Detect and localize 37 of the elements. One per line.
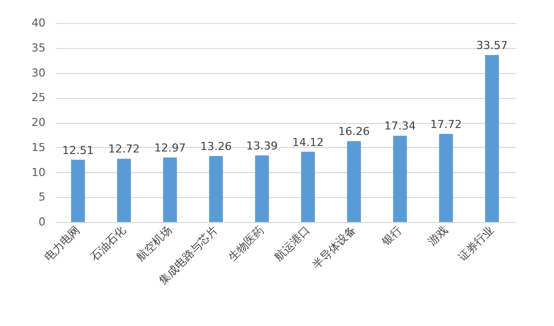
data-label: 14.12 — [292, 136, 324, 149]
x-tick-label: 游戏 — [425, 224, 450, 248]
x-tick-label: 航运港口 — [272, 224, 312, 264]
data-label: 12.51 — [62, 144, 94, 157]
bar — [439, 134, 453, 222]
data-label: 12.97 — [154, 141, 186, 154]
y-tick-label: 40 — [32, 16, 46, 30]
bar — [301, 152, 315, 222]
data-label: 33.57 — [476, 38, 508, 52]
y-tick-label: 25 — [32, 91, 46, 104]
x-tick-label: 证券行业 — [456, 224, 496, 264]
y-tick-label: 15 — [32, 140, 46, 154]
data-label: 17.72 — [430, 118, 462, 131]
data-label: 12.72 — [108, 142, 140, 156]
bar — [71, 160, 85, 222]
y-tick-label: 10 — [32, 166, 46, 179]
x-tick-label: 石油石化 — [88, 224, 128, 264]
x-tick-label: 银行 — [378, 224, 404, 250]
bar — [393, 136, 407, 222]
y-tick-label: 30 — [32, 66, 46, 80]
y-tick-label: 5 — [38, 190, 46, 204]
bar — [163, 157, 177, 222]
y-tick-label: 35 — [32, 41, 46, 54]
bar — [347, 141, 361, 222]
y-tick-label: 0 — [38, 216, 46, 228]
bar — [209, 156, 223, 222]
data-label: 16.26 — [338, 125, 370, 138]
x-tick-label: 生物医药 — [226, 224, 266, 264]
x-tick-label: 半导体设备 — [310, 224, 358, 272]
data-label: 13.39 — [246, 139, 278, 152]
bar — [255, 155, 269, 222]
data-label: 17.34 — [384, 120, 416, 133]
bar — [485, 54, 499, 222]
y-tick-label: 20 — [32, 116, 46, 129]
x-tick-label: 航空机场 — [134, 224, 174, 264]
bar — [117, 158, 131, 222]
data-label: 13.26 — [200, 140, 232, 154]
